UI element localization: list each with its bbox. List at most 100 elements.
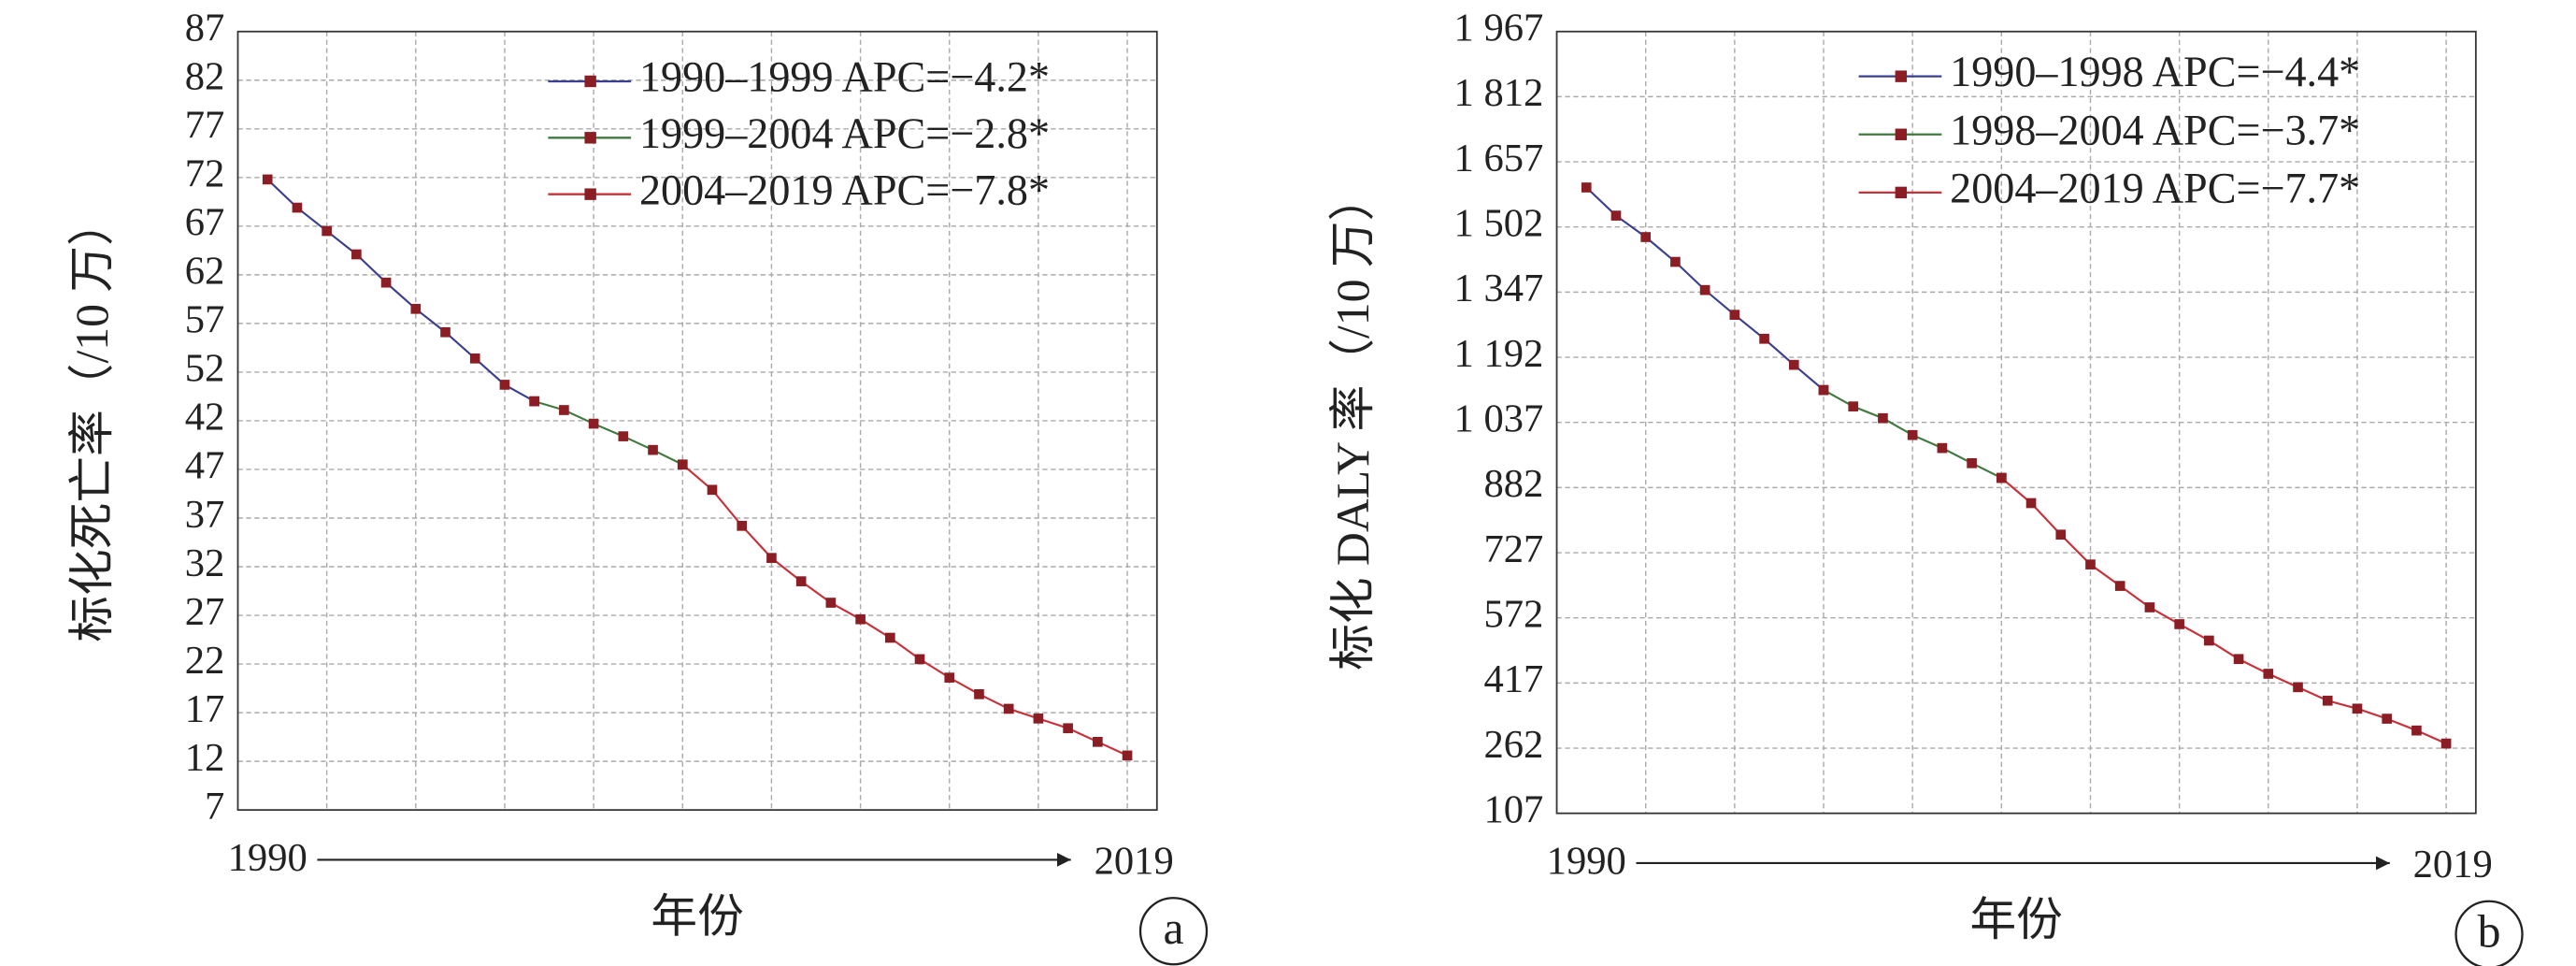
point (914, 654, 925, 665)
plot-frame (236, 30, 1158, 812)
y-tick-label: 82 (185, 55, 225, 99)
y-tick-label: 1 967 (1454, 7, 1544, 50)
point (1848, 401, 1859, 411)
point (1937, 442, 1948, 454)
y-tick-label: 12 (185, 736, 225, 780)
point (1093, 736, 1103, 747)
point (292, 202, 303, 213)
legend-marker (1895, 128, 1908, 140)
point (380, 277, 392, 288)
y-tick-label: 52 (185, 347, 225, 391)
y-tick-label: 572 (1483, 592, 1543, 636)
point (1729, 310, 1740, 320)
point (2322, 695, 2333, 706)
point (618, 431, 629, 441)
y-tick-label: 32 (185, 541, 225, 585)
x-tick-label: 1990 (1547, 840, 1626, 884)
y-tick-label: 1 347 (1454, 267, 1544, 310)
point (974, 689, 984, 699)
point (1581, 182, 1592, 193)
panel-circle (1138, 897, 1209, 966)
y-tick-label: 417 (1483, 657, 1543, 701)
panel-circle (2454, 900, 2524, 966)
point (1818, 384, 1829, 396)
legend-marker (584, 188, 596, 200)
legend-marker (1895, 186, 1908, 199)
y-tick-label: 262 (1483, 723, 1543, 767)
point (1699, 284, 1710, 296)
y-tick-label: 67 (185, 201, 225, 245)
point (1063, 723, 1073, 734)
point (2114, 581, 2125, 591)
point (1640, 232, 1652, 242)
y-tick-label: 1 812 (1454, 71, 1544, 115)
legend-label: 1998–2004 APC=−3.7* (1950, 106, 2360, 153)
y-tick-label: 42 (185, 396, 225, 440)
y-tick-label: 62 (185, 250, 225, 294)
x-tick-label: 2019 (1095, 840, 1174, 884)
point (2144, 602, 2155, 613)
legend-label: 2004–2019 APC=−7.8* (639, 166, 1050, 213)
y-tick-label: 1 657 (1454, 137, 1544, 180)
y-axis-label: 标化 DALY 率（/10 万） (1327, 175, 1379, 670)
plot-frame (1555, 30, 2477, 815)
point (2025, 497, 2037, 509)
series-line (681, 463, 1128, 757)
point (1759, 333, 1769, 344)
point (440, 326, 451, 338)
point (766, 553, 777, 563)
point (944, 672, 955, 683)
y-tick-label: 72 (185, 152, 225, 196)
point (1033, 714, 1044, 724)
point (677, 459, 688, 470)
point (499, 380, 510, 390)
legend-marker (584, 75, 596, 88)
point (1788, 359, 1799, 370)
y-tick-label: 37 (185, 493, 225, 537)
legend-label: 1999–2004 APC=−2.8* (639, 109, 1050, 157)
point (795, 576, 807, 586)
point (2233, 654, 2244, 665)
legend-label: 1990–1999 APC=−4.2* (639, 53, 1050, 101)
point (1907, 429, 1918, 440)
y-tick-label: 57 (185, 298, 225, 342)
y-tick-label: 1 502 (1454, 202, 1544, 246)
point (855, 613, 866, 625)
point (410, 303, 422, 314)
point (2204, 635, 2214, 646)
x-tick-label: 2019 (2413, 843, 2493, 887)
y-tick-label: 727 (1483, 527, 1543, 571)
panel-label: b (2478, 905, 2501, 957)
point (884, 632, 895, 643)
series-line (534, 400, 683, 466)
point (2382, 714, 2393, 724)
legend-marker (1895, 70, 1908, 82)
legend-label: 1990–1998 APC=−4.4* (1950, 48, 2360, 95)
legend-label: 2004–2019 APC=−7.7* (1950, 164, 2360, 211)
point (1996, 472, 2007, 483)
y-tick-label: 47 (185, 444, 225, 488)
x-tick-label: 1990 (228, 836, 308, 880)
point (1610, 210, 1622, 221)
point (2263, 669, 2274, 679)
point (2440, 738, 2452, 749)
point (529, 396, 539, 407)
point (1122, 750, 1133, 761)
point (588, 418, 599, 429)
series-line (266, 179, 536, 403)
y-tick-label: 1 037 (1454, 396, 1544, 440)
y-tick-label: 882 (1483, 462, 1543, 506)
y-tick-label: 77 (185, 104, 225, 148)
legend-marker (584, 132, 596, 144)
point (707, 484, 718, 496)
point (737, 520, 748, 531)
point (2055, 529, 2067, 541)
x-axis-label: 年份 (1969, 894, 2062, 945)
point (322, 225, 332, 237)
y-tick-label: 107 (1483, 787, 1543, 831)
point (1003, 703, 1014, 714)
point (351, 249, 362, 260)
